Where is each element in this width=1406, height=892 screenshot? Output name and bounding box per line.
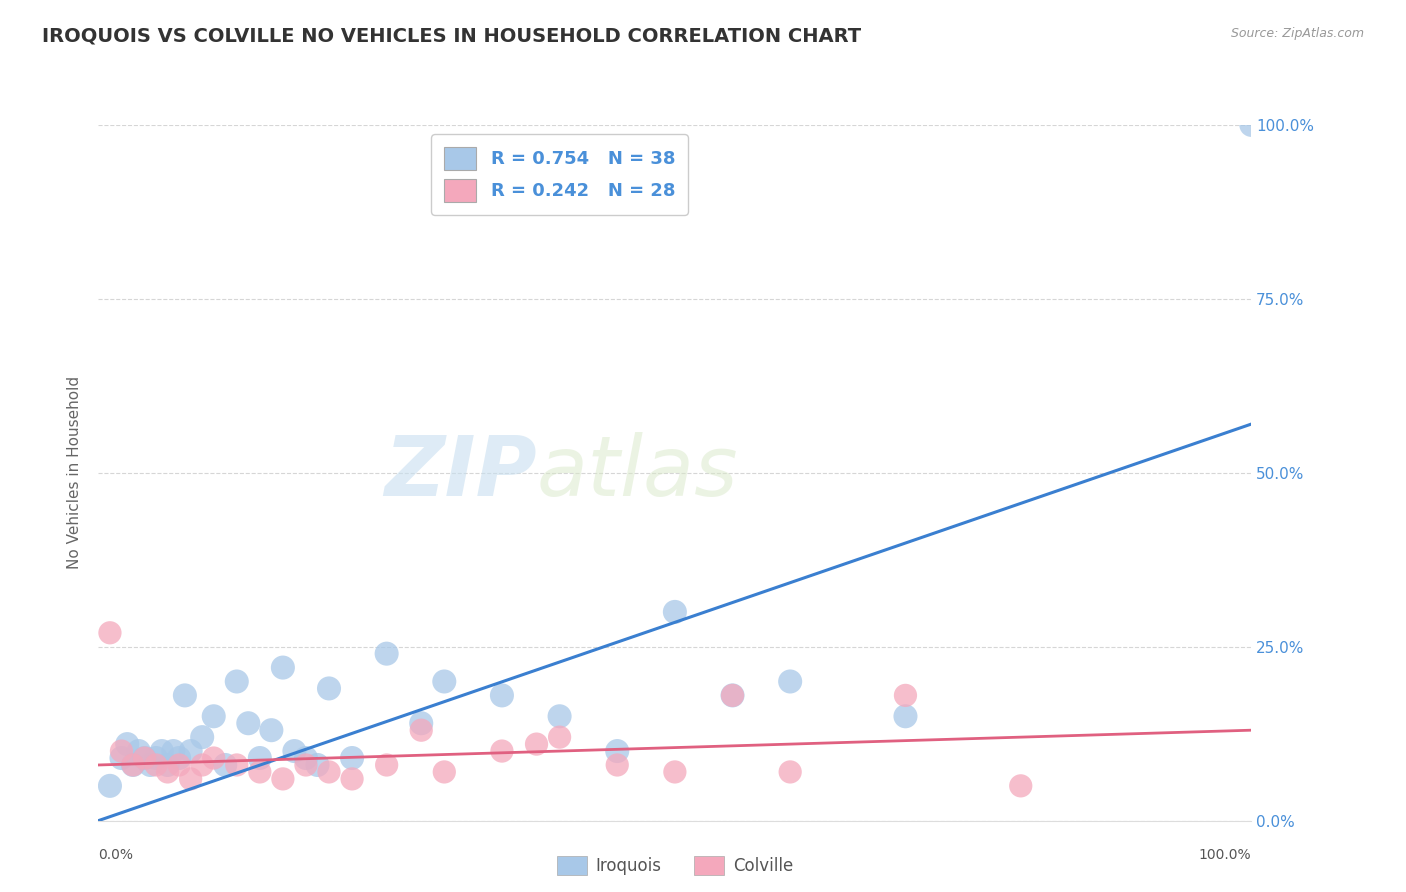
Text: IROQUOIS VS COLVILLE NO VEHICLES IN HOUSEHOLD CORRELATION CHART: IROQUOIS VS COLVILLE NO VEHICLES IN HOUS… <box>42 27 862 45</box>
Point <box>167 758 190 772</box>
Point <box>225 758 247 772</box>
Y-axis label: No Vehicles in Household: No Vehicles in Household <box>67 376 83 569</box>
Text: 100.0%: 100.0% <box>1199 848 1251 863</box>
Point <box>191 758 214 772</box>
Point <box>1240 118 1263 132</box>
Point <box>664 764 686 779</box>
Point <box>145 751 167 765</box>
Point <box>295 751 318 765</box>
Point <box>411 716 433 731</box>
Point <box>271 772 294 786</box>
Point <box>295 758 318 772</box>
Point <box>433 764 456 779</box>
Point <box>202 751 225 765</box>
Point <box>191 730 214 744</box>
Point <box>779 674 801 689</box>
Point <box>375 647 398 661</box>
Point <box>307 758 329 772</box>
Point <box>411 723 433 738</box>
Point <box>433 674 456 689</box>
Point <box>225 674 247 689</box>
Point <box>721 689 744 703</box>
Point <box>606 744 628 758</box>
Point <box>238 716 260 731</box>
Point <box>318 681 340 696</box>
Point <box>122 758 145 772</box>
Point <box>202 709 225 723</box>
Point <box>156 764 179 779</box>
Point <box>167 751 190 765</box>
Text: atlas: atlas <box>537 433 738 513</box>
Point <box>145 758 167 772</box>
Point <box>340 751 363 765</box>
Point <box>128 744 150 758</box>
Point <box>98 625 121 640</box>
Point <box>162 744 184 758</box>
Point <box>110 751 132 765</box>
Point <box>180 772 202 786</box>
Point <box>110 744 132 758</box>
Point <box>318 764 340 779</box>
Text: Source: ZipAtlas.com: Source: ZipAtlas.com <box>1230 27 1364 40</box>
Point <box>180 744 202 758</box>
Point <box>526 737 548 751</box>
Text: ZIP: ZIP <box>384 433 537 513</box>
Point <box>98 779 121 793</box>
Point <box>249 764 271 779</box>
Point <box>491 689 513 703</box>
Point <box>122 758 145 772</box>
Point <box>156 758 179 772</box>
Point <box>139 758 162 772</box>
Point <box>606 758 628 772</box>
Point <box>134 751 156 765</box>
Point <box>548 730 571 744</box>
Text: 0.0%: 0.0% <box>98 848 134 863</box>
Point <box>174 689 197 703</box>
Point <box>375 758 398 772</box>
Legend: Iroquois, Colville: Iroquois, Colville <box>550 849 800 882</box>
Point <box>1010 779 1032 793</box>
Point <box>214 758 236 772</box>
Point <box>150 744 173 758</box>
Point <box>894 689 917 703</box>
Point <box>260 723 283 738</box>
Point <box>664 605 686 619</box>
Point <box>340 772 363 786</box>
Point <box>283 744 305 758</box>
Point <box>548 709 571 723</box>
Point <box>117 737 139 751</box>
Point <box>779 764 801 779</box>
Point <box>134 751 156 765</box>
Point <box>721 689 744 703</box>
Point <box>271 660 294 674</box>
Point <box>894 709 917 723</box>
Point <box>491 744 513 758</box>
Point <box>249 751 271 765</box>
